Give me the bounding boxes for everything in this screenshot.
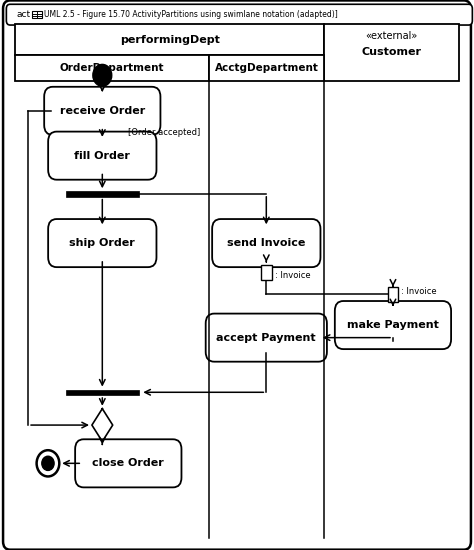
Text: [Order accepted]: [Order accepted] — [128, 128, 201, 136]
FancyBboxPatch shape — [44, 87, 160, 135]
Text: send Invoice: send Invoice — [227, 238, 305, 248]
FancyBboxPatch shape — [335, 301, 451, 349]
Text: «external»: «external» — [365, 31, 418, 41]
Text: [: [ — [29, 10, 36, 19]
Bar — [324, 25, 459, 81]
Text: close Order: close Order — [92, 458, 164, 469]
Text: performingDept: performingDept — [120, 35, 219, 45]
FancyBboxPatch shape — [75, 439, 182, 487]
FancyBboxPatch shape — [212, 219, 320, 267]
Text: make Payment: make Payment — [347, 320, 439, 330]
Bar — [15, 54, 209, 81]
Bar — [261, 265, 272, 280]
FancyBboxPatch shape — [206, 314, 327, 362]
Text: AcctgDepartment: AcctgDepartment — [215, 63, 319, 73]
Bar — [66, 191, 139, 197]
Text: accept Payment: accept Payment — [217, 333, 316, 343]
Text: fill Order: fill Order — [74, 151, 130, 161]
Bar — [66, 389, 139, 395]
FancyBboxPatch shape — [6, 4, 473, 25]
Bar — [15, 25, 324, 54]
Text: UML 2.5 - Figure 15.70 ActivityPartitions using swimlane notation (adapted)]: UML 2.5 - Figure 15.70 ActivityPartition… — [44, 10, 338, 19]
Text: : Invoice: : Invoice — [275, 271, 310, 280]
Text: OrderDepartment: OrderDepartment — [60, 63, 164, 73]
Text: act: act — [16, 10, 30, 19]
Bar — [209, 54, 324, 81]
FancyBboxPatch shape — [48, 219, 156, 267]
Text: receive Order: receive Order — [60, 106, 145, 116]
FancyBboxPatch shape — [48, 131, 156, 180]
Bar — [388, 287, 398, 302]
Text: : Invoice: : Invoice — [401, 287, 437, 296]
Text: ship Order: ship Order — [69, 238, 135, 248]
Circle shape — [93, 64, 112, 86]
Bar — [32, 12, 42, 18]
Text: Customer: Customer — [362, 47, 422, 57]
Polygon shape — [92, 409, 113, 442]
FancyBboxPatch shape — [3, 1, 471, 549]
Circle shape — [36, 450, 59, 476]
Circle shape — [42, 456, 54, 470]
